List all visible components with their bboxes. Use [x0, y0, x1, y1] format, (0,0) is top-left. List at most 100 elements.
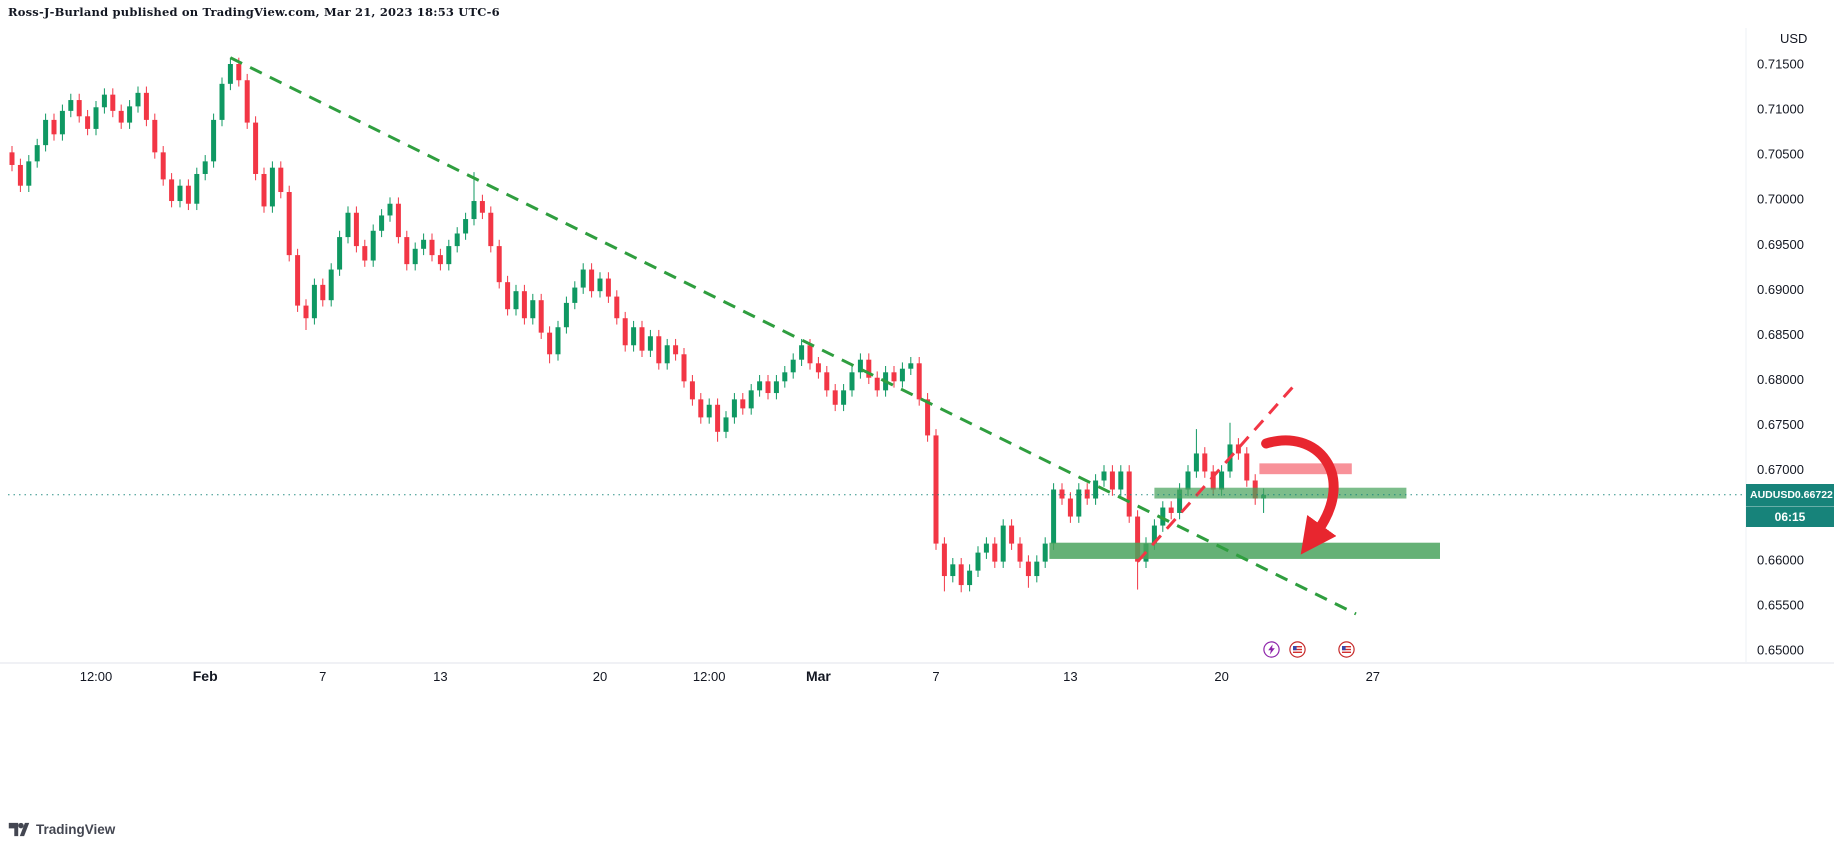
support-zone-lower[interactable]: [1049, 542, 1440, 559]
candle-down: [538, 300, 544, 333]
tradingview-logo[interactable]: TradingView: [8, 822, 115, 837]
candle-down: [673, 345, 679, 355]
resistance-bar[interactable]: [1259, 463, 1352, 475]
candle-up: [1000, 525, 1006, 562]
candle-down: [9, 152, 15, 165]
candle-up: [463, 219, 469, 234]
downtrend-line[interactable]: [229, 56, 1357, 616]
candle-up: [664, 345, 670, 364]
time-scale[interactable]: [0, 663, 1834, 695]
candle-down: [1135, 516, 1141, 562]
candle-up: [908, 363, 914, 369]
candle-down: [353, 212, 359, 247]
candle-up: [563, 302, 569, 328]
candle-down: [874, 377, 880, 391]
candle-down: [295, 255, 301, 306]
candle-up: [227, 64, 233, 84]
candle-up: [631, 327, 637, 346]
price-tick-label: 0.66000: [1757, 552, 1804, 567]
us-flag-event-icon[interactable]: [1288, 641, 1306, 658]
us-flag-event-icon[interactable]: [1338, 641, 1355, 658]
time-tick-label: 7: [319, 669, 326, 684]
candle-up: [127, 106, 133, 123]
candle-down: [76, 100, 82, 117]
candle-up: [1051, 489, 1057, 544]
candle-up: [597, 278, 603, 292]
candle-up: [446, 246, 452, 265]
down-arrow-annotation[interactable]: [1261, 435, 1339, 555]
candle-up: [1093, 480, 1099, 499]
lightning-event-icon[interactable]: [1262, 641, 1280, 658]
candle-up: [370, 230, 376, 261]
candle-down: [547, 332, 553, 355]
candle-down: [698, 399, 704, 418]
candle-down: [1017, 543, 1023, 562]
candle-up: [1118, 471, 1124, 490]
ascending-line[interactable]: [1136, 385, 1295, 563]
time-tick-label: Mar: [806, 668, 831, 684]
candle-down: [404, 237, 410, 265]
candle-down: [362, 246, 368, 261]
price-tick-label: 0.71000: [1757, 102, 1804, 117]
candle-down: [505, 282, 511, 310]
time-tick-label: 7: [932, 669, 939, 684]
candle-up: [757, 381, 763, 391]
time-tick-label: 27: [1366, 669, 1380, 684]
candle-up: [555, 327, 561, 355]
candle-up: [572, 287, 578, 303]
candle-down: [656, 336, 662, 364]
candle-up: [1151, 525, 1157, 544]
candle-down: [395, 203, 401, 238]
candle-up: [194, 173, 200, 204]
price-tick-label: 0.65500: [1757, 597, 1804, 612]
price-tick-label: 0.68000: [1757, 372, 1804, 387]
candle-up: [723, 417, 729, 432]
candle-down: [807, 345, 813, 364]
candle-up: [706, 404, 712, 418]
candle-up: [530, 300, 536, 319]
symbol-price-row: AUDUSD 0.66722: [1746, 483, 1834, 506]
candle-down: [488, 212, 494, 247]
candle-down: [278, 167, 284, 193]
price-tick-label: 0.70000: [1757, 192, 1804, 207]
candle-up: [269, 167, 275, 207]
last-price-value: 0.66722: [1794, 488, 1833, 501]
candle-down: [740, 399, 746, 409]
candle-down: [1126, 471, 1132, 517]
candle-down: [85, 116, 91, 129]
candle-down: [933, 435, 939, 544]
time-tick-label: 13: [1063, 669, 1077, 684]
candle-down: [891, 372, 897, 382]
candle-up: [337, 237, 343, 270]
candle-down: [17, 164, 23, 186]
candle-down: [110, 94, 116, 111]
candle-down: [622, 318, 628, 346]
price-scale-currency-label: USD: [1780, 31, 1808, 46]
candle-up: [1042, 543, 1048, 562]
candle-down: [51, 119, 57, 135]
symbol-price-label[interactable]: AUDUSD 0.66722 06:15: [1746, 483, 1834, 527]
candle-down: [143, 92, 149, 120]
candle-up: [731, 399, 737, 418]
time-tick-label: 12:00: [80, 669, 113, 684]
candle-down: [496, 246, 502, 283]
candle-up: [983, 543, 989, 553]
price-scale[interactable]: [1746, 28, 1834, 663]
candle-up: [328, 269, 334, 301]
candle-up: [177, 185, 183, 202]
candle-down: [1210, 471, 1216, 490]
time-tick-label: 20: [1214, 669, 1228, 684]
candle-down: [1109, 471, 1115, 490]
candle-up: [1185, 471, 1191, 490]
candle-up: [1177, 489, 1183, 513]
candle-up: [387, 203, 393, 216]
candle-down: [614, 296, 620, 319]
candle-down: [253, 122, 259, 174]
bar-countdown: 06:15: [1746, 505, 1834, 527]
candle-up: [202, 161, 208, 174]
support-zone-upper[interactable]: [1154, 487, 1407, 499]
candle-up: [647, 336, 653, 351]
symbol-name: AUDUSD: [1750, 488, 1795, 501]
